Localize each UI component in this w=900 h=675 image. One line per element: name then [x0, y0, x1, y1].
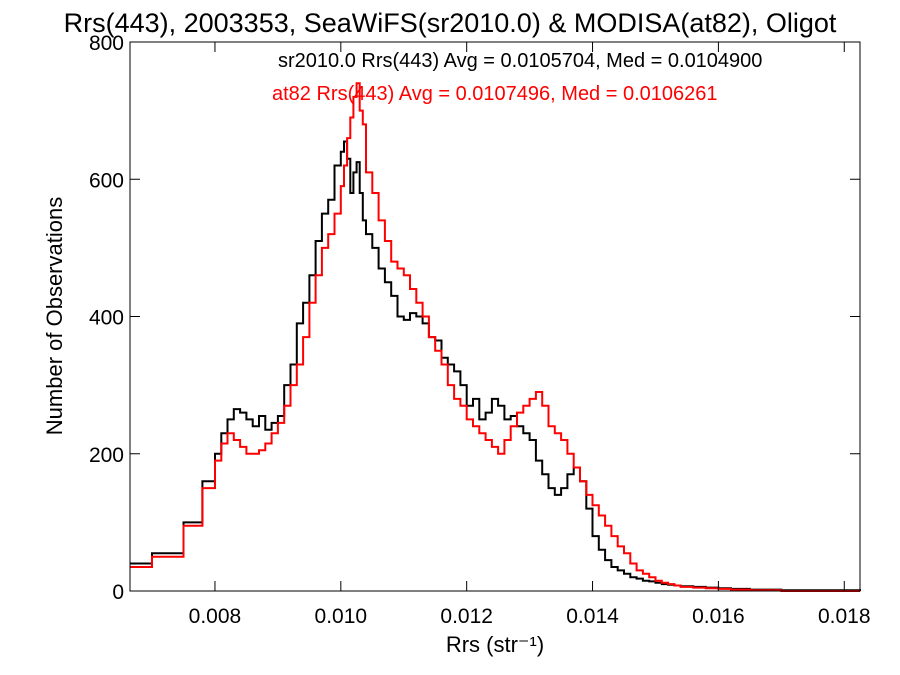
x-tick-label-2: 0.012 — [440, 605, 493, 628]
y-tick-label-1: 200 — [89, 444, 124, 467]
plot-frame — [129, 41, 861, 592]
x-tick-label-1: 0.010 — [315, 605, 368, 628]
y-tick-label-3: 600 — [89, 169, 124, 192]
x-tick-label-5: 0.018 — [818, 605, 871, 628]
annotation-sr2010: sr2010.0 Rrs(443) Avg = 0.0105704, Med =… — [278, 50, 762, 72]
x-tick-label-3: 0.014 — [566, 605, 619, 628]
y-axis-label: Number of Observations — [42, 197, 67, 435]
x-tick-label-0: 0.008 — [189, 605, 242, 628]
x-axis-label: Rrs (str⁻¹) — [446, 632, 544, 657]
y-tick-label-2: 400 — [89, 307, 124, 330]
x-tick-label-4: 0.016 — [692, 605, 745, 628]
chart-title: Rrs(443), 2003353, SeaWiFS(sr2010.0) & M… — [64, 8, 837, 38]
annotation-at82: at82 Rrs(443) Avg = 0.0107496, Med = 0.0… — [272, 83, 718, 105]
series-sr2010-line — [130, 140, 861, 592]
y-tick-label-4: 800 — [89, 32, 124, 55]
y-tick-label-0: 0 — [112, 581, 124, 604]
series-at82-line — [130, 82, 860, 592]
